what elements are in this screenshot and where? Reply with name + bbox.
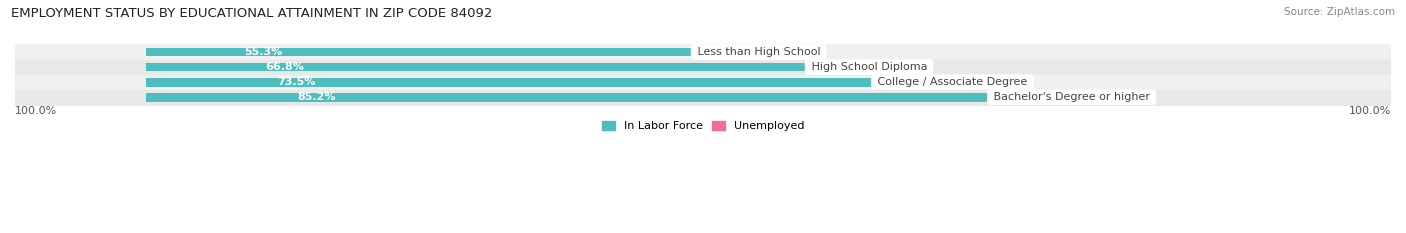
Text: Source: ZipAtlas.com: Source: ZipAtlas.com (1284, 7, 1395, 17)
Bar (990, 93, 1004, 102)
Legend: In Labor Force, Unemployed: In Labor Force, Unemployed (598, 116, 808, 135)
Bar (146, 78, 875, 86)
Text: 4.7%: 4.7% (868, 62, 897, 72)
Bar (146, 48, 693, 56)
Bar (146, 93, 990, 102)
Bar (875, 78, 887, 86)
Bar (693, 48, 745, 56)
Text: 73.5%: 73.5% (277, 77, 315, 87)
Text: 1.4%: 1.4% (1018, 92, 1046, 102)
Text: College / Associate Degree: College / Associate Degree (875, 77, 1031, 87)
Text: 55.3%: 55.3% (245, 47, 283, 57)
Text: 100.0%: 100.0% (1348, 106, 1391, 116)
Text: 66.8%: 66.8% (264, 62, 304, 72)
Bar (807, 63, 853, 72)
Text: 85.2%: 85.2% (298, 92, 336, 102)
Text: 1.4%: 1.4% (901, 77, 929, 87)
Text: EMPLOYMENT STATUS BY EDUCATIONAL ATTAINMENT IN ZIP CODE 84092: EMPLOYMENT STATUS BY EDUCATIONAL ATTAINM… (11, 7, 492, 20)
Text: High School Diploma: High School Diploma (807, 62, 931, 72)
Bar (15, 45, 1391, 60)
Bar (146, 63, 807, 72)
Bar (15, 75, 1391, 90)
Text: 5.2%: 5.2% (759, 47, 787, 57)
Text: 100.0%: 100.0% (15, 106, 58, 116)
Text: Less than High School: Less than High School (693, 47, 824, 57)
Bar (15, 60, 1391, 75)
Bar (15, 90, 1391, 105)
Text: Bachelor's Degree or higher: Bachelor's Degree or higher (990, 92, 1153, 102)
